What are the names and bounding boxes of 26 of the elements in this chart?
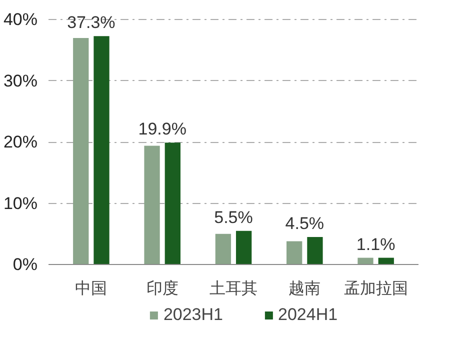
data-label: 5.5% <box>214 208 253 227</box>
y-tick-label: 10% <box>3 194 38 213</box>
bar <box>215 234 232 264</box>
bar <box>307 236 323 264</box>
y-tick-label: 40% <box>3 10 38 30</box>
data-label: 19.9% <box>138 120 186 139</box>
bar <box>286 241 302 264</box>
y-tick-label: 0% <box>12 255 38 274</box>
legend-label: 2023H1 <box>163 305 223 325</box>
legend-label: 2024H1 <box>278 305 338 325</box>
x-tick-label: 孟加拉国 <box>344 278 408 298</box>
data-label: 1.1% <box>356 234 396 254</box>
bar <box>94 36 110 264</box>
x-tick-label: 土耳其 <box>210 278 258 298</box>
data-label: 4.5% <box>285 214 324 233</box>
bar <box>73 38 89 264</box>
bar <box>236 230 252 264</box>
bar <box>144 146 160 264</box>
data-label: 37.3% <box>67 13 116 32</box>
y-tick-label: 20% <box>3 132 38 152</box>
x-tick-label: 印度 <box>146 278 178 298</box>
bar <box>358 258 374 264</box>
y-tick-label: 30% <box>3 71 38 90</box>
bar <box>164 142 180 264</box>
x-tick-label: 越南 <box>288 278 321 298</box>
x-tick-label: 中国 <box>75 278 108 298</box>
